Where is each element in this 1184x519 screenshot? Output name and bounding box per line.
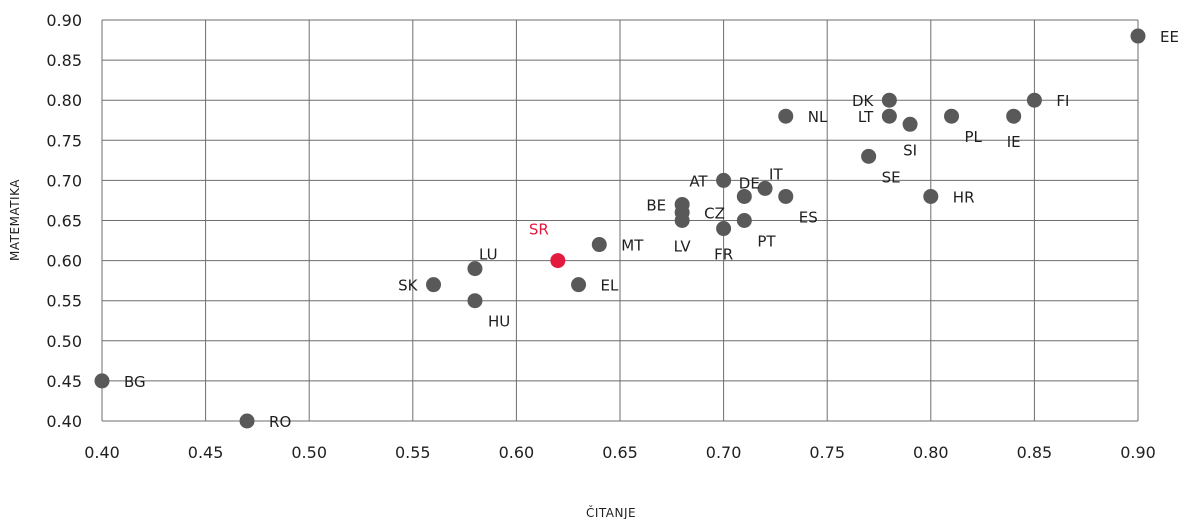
x-tick-label: 0.70 (706, 443, 742, 462)
point-label-fr: FR (714, 246, 733, 264)
point-label-dk: DK (852, 92, 875, 110)
point-ie (1006, 108, 1022, 124)
gridlines (101, 19, 1139, 422)
x-tick-label: 0.45 (188, 443, 224, 462)
y-axis-ticks: 0.40 0.45 0.50 0.55 0.60 0.65 0.70 0.75 0.80 0.85… (46, 11, 82, 431)
point-label-ie: IE (1007, 133, 1021, 151)
point-label-sr: SR (529, 221, 549, 239)
x-tick-label: 0.40 (84, 443, 120, 462)
point-ro (239, 413, 255, 429)
x-tick-label: 0.85 (1017, 443, 1053, 462)
point-it (757, 180, 773, 196)
y-tick-label: 0.70 (46, 171, 82, 190)
point-label-hu: HU (488, 313, 510, 331)
y-tick-label: 0.75 (46, 131, 82, 150)
point-label-ee: EE (1160, 28, 1179, 46)
x-tick-label: 0.60 (499, 443, 535, 462)
point-at (716, 172, 732, 188)
x-axis-label: ČITANJE (586, 505, 636, 519)
y-tick-label: 0.80 (46, 91, 82, 110)
point-nl (778, 108, 794, 124)
x-tick-label: 0.90 (1120, 443, 1156, 462)
x-tick-label: 0.80 (913, 443, 949, 462)
point-label-hr: HR (953, 188, 975, 206)
y-tick-label: 0.40 (46, 412, 82, 431)
point-pl (944, 108, 960, 124)
x-tick-label: 0.75 (809, 443, 845, 462)
point-hu (467, 293, 483, 309)
x-tick-label: 0.50 (291, 443, 327, 462)
point-es (778, 188, 794, 204)
point-se (861, 148, 877, 164)
point-label-mt: MT (621, 237, 644, 255)
point-fr (716, 221, 732, 237)
y-tick-label: 0.50 (46, 332, 82, 351)
point-de (736, 188, 752, 204)
point-label-si: SI (903, 141, 917, 159)
point-label-nl: NL (808, 108, 828, 126)
point-label-sk: SK (398, 277, 419, 295)
point-label-ro: RO (269, 413, 291, 431)
x-axis-ticks: 0.40 0.45 0.50 0.55 0.60 0.65 0.70 0.75 0.80 0.85… (84, 443, 1156, 462)
point-lv (674, 213, 690, 228)
point-lu (467, 261, 483, 277)
point-label-se: SE (882, 168, 901, 186)
y-tick-label: 0.90 (46, 11, 82, 30)
point-bg (94, 373, 110, 389)
point-label-cz: CZ (704, 204, 725, 222)
point-label-pl: PL (965, 128, 983, 146)
y-tick-label: 0.45 (46, 372, 82, 391)
point-fi (1026, 92, 1042, 108)
point-sr (550, 253, 566, 269)
y-tick-label: 0.60 (46, 252, 82, 271)
point-sk (426, 277, 442, 293)
point-pt (736, 213, 752, 228)
point-el (571, 277, 587, 293)
point-dk (881, 92, 897, 108)
point-label-be: BE (646, 196, 666, 214)
point-label-el: EL (601, 277, 619, 295)
point-label-lv: LV (674, 238, 692, 256)
point-label-bg: BG (124, 373, 146, 391)
point-ee (1130, 28, 1146, 44)
y-axis-label: MATEMATIKA (8, 179, 22, 261)
point-label-de: DE (739, 174, 760, 192)
point-label-pt: PT (757, 233, 776, 251)
point-mt (591, 237, 607, 253)
point-label-lu: LU (479, 246, 498, 264)
x-tick-label: 0.65 (602, 443, 638, 462)
y-tick-label: 0.55 (46, 292, 82, 311)
point-hr (923, 188, 939, 204)
point-label-es: ES (799, 208, 818, 226)
point-lt (881, 108, 897, 124)
point-label-fi: FI (1056, 92, 1069, 110)
point-si (902, 116, 918, 132)
x-tick-label: 0.55 (395, 443, 431, 462)
point-label-it: IT (769, 165, 783, 183)
point-label-at: AT (689, 172, 708, 190)
point-label-lt: LT (858, 108, 874, 126)
y-tick-label: 0.65 (46, 212, 82, 231)
y-tick-label: 0.85 (46, 51, 82, 70)
data-points (94, 28, 1146, 429)
